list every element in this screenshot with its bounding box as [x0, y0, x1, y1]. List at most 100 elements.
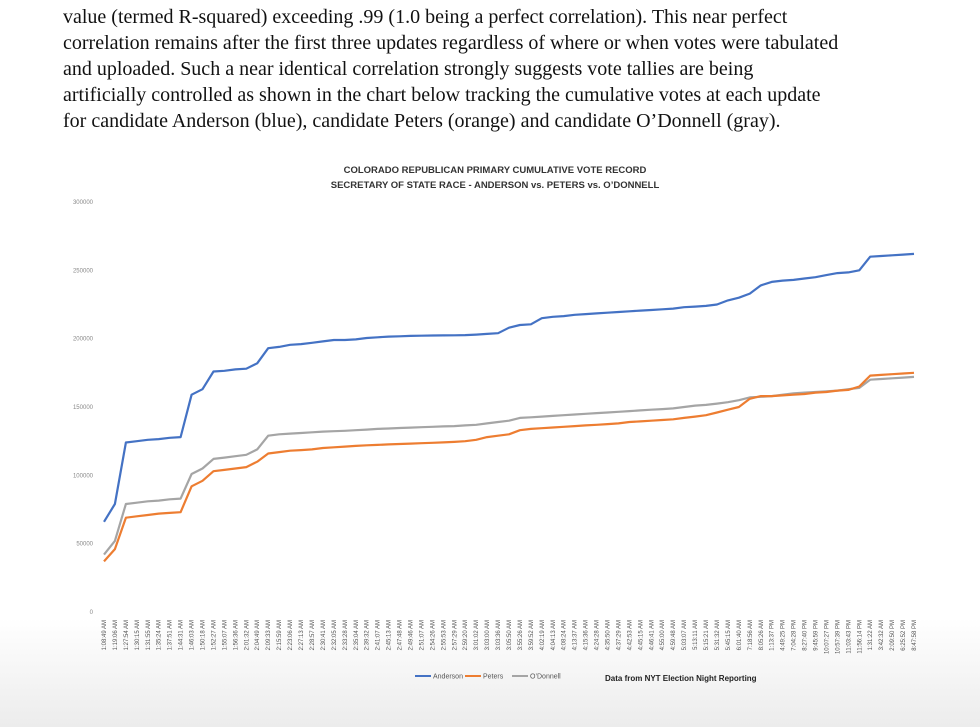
- x-tick-label: 4:13:37 AM: [573, 620, 579, 650]
- x-tick-label: 3:03:00 AM: [485, 620, 491, 650]
- x-tick-label: 1:19:06 AM: [113, 620, 119, 650]
- x-tick-label: 4:15:36 AM: [584, 620, 590, 650]
- x-tick-label: 2:41:07 AM: [376, 620, 382, 650]
- x-tick-label: 4:08:24 AM: [562, 620, 568, 650]
- x-tick-label: 4:42:53 AM: [627, 620, 633, 650]
- x-tick-label: 3:03:36 AM: [496, 620, 502, 650]
- x-tick-label: 2:51:07 AM: [419, 620, 425, 650]
- y-tick-label: 150000: [73, 405, 94, 411]
- x-tick-label: 2:32:05 AM: [332, 620, 338, 650]
- x-tick-label: 10:57:39 PM: [835, 620, 841, 654]
- x-tick-label: 4:02:19 AM: [540, 620, 546, 650]
- y-tick-label: 200000: [73, 337, 94, 343]
- y-tick-label: 300000: [73, 200, 94, 206]
- y-axis: 0 50000 100000 150000 200000 250000 300000: [73, 200, 94, 616]
- x-tick-label: 1:50:18 AM: [201, 620, 207, 650]
- x-tick-label: 3:01:02 AM: [474, 620, 480, 650]
- x-tick-label: 4:45:15 AM: [638, 620, 644, 650]
- x-tick-label: 1:46:03 AM: [190, 620, 196, 650]
- x-tick-label: 2:09:50 PM: [890, 620, 896, 651]
- x-tick-label: 3:59:52 AM: [529, 620, 535, 650]
- x-tick-label: 1:52:27 AM: [212, 620, 218, 650]
- x-tick-label: 1:08:49 AM: [102, 620, 108, 650]
- x-tick-label: 4:49:25 PM: [781, 620, 787, 651]
- x-tick-label: 7:18:56 AM: [748, 620, 754, 650]
- x-tick-label: 2:28:57 AM: [310, 620, 316, 650]
- x-tick-label: 2:59:20 AM: [463, 620, 469, 650]
- x-tick-label: 8:27:40 PM: [803, 620, 809, 651]
- x-tick-label: 1:30:15 AM: [135, 620, 141, 650]
- x-tick-label: 9:45:59 PM: [814, 620, 820, 651]
- x-tick-label: 2:54:26 AM: [430, 620, 436, 650]
- legend-label: O’Donnell: [530, 674, 561, 681]
- x-tick-label: 8:47:58 PM: [912, 620, 918, 651]
- y-tick-label: 250000: [73, 268, 94, 274]
- x-tick-label: 4:35:50 AM: [606, 620, 612, 650]
- x-tick-label: 1:27:54 AM: [124, 620, 130, 650]
- chart-subtitle: SECRETARY OF STATE RACE - ANDERSON vs. P…: [331, 180, 660, 191]
- x-tick-label: 1:55:07 AM: [222, 620, 228, 650]
- chart-title: COLORADO REPUBLICAN PRIMARY CUMULATIVE V…: [344, 165, 647, 176]
- x-tick-label: 4:04:13 AM: [551, 620, 557, 650]
- x-tick-label: 3:55:26 AM: [518, 620, 524, 650]
- paragraph-line: value (termed R-squared) exceeding .99 (…: [63, 6, 788, 28]
- x-tick-label: 2:04:49 AM: [255, 620, 261, 650]
- x-tick-label: 2:30:41 AM: [321, 620, 327, 650]
- x-tick-label: 11:56:14 PM: [857, 620, 863, 654]
- document-paragraph: value (termed R-squared) exceeding .99 (…: [63, 4, 963, 134]
- x-tick-label: 1:37:51 AM: [168, 620, 174, 650]
- x-tick-label: 2:49:46 AM: [409, 620, 415, 650]
- legend-label: Peters: [483, 674, 504, 681]
- x-tick-label: 5:03:07 AM: [682, 620, 688, 650]
- x-tick-label: 4:24:28 AM: [595, 620, 601, 650]
- x-axis: 1:08:49 AM 1:19:06 AM 1:27:54 AM 1:30:15 AM…: [102, 620, 918, 654]
- x-tick-label: 7:04:28 PM: [792, 620, 798, 651]
- x-tick-label: 1:56:36 AM: [233, 620, 239, 650]
- x-tick-label: 6:01:40 AM: [737, 620, 743, 650]
- x-tick-label: 11:03:43 PM: [846, 620, 852, 654]
- paragraph-line: correlation remains after the first thre…: [63, 32, 839, 54]
- x-tick-label: 1:44:31 AM: [179, 620, 185, 650]
- chart-legend: Anderson Peters O’Donnell: [415, 674, 561, 681]
- y-tick-label: 100000: [73, 473, 94, 479]
- series-lines: [103, 252, 915, 563]
- x-tick-label: 1:31:55 AM: [146, 620, 152, 650]
- x-tick-label: 4:46:41 AM: [649, 620, 655, 650]
- paragraph-line: artificially controlled as shown in the …: [63, 84, 821, 106]
- series-line-anderson: [103, 252, 915, 523]
- x-tick-label: 3:42:32 AM: [879, 620, 885, 650]
- paragraph-line: and uploaded. Such a near identical corr…: [63, 58, 754, 80]
- x-tick-label: 5:13:11 AM: [693, 620, 699, 650]
- x-tick-label: 5:15:21 AM: [704, 620, 710, 650]
- series-line-peters: [103, 371, 915, 563]
- x-tick-label: 5:31:32 AM: [715, 620, 721, 650]
- x-tick-label: 10:07:27 PM: [824, 620, 830, 654]
- x-tick-label: 2:15:59 AM: [277, 620, 283, 650]
- x-tick-label: 2:27:13 AM: [299, 620, 305, 650]
- x-tick-label: 4:59:48 AM: [671, 620, 677, 650]
- x-tick-label: 2:47:48 AM: [398, 620, 404, 650]
- x-tick-label: 3:05:50 AM: [507, 620, 513, 650]
- x-tick-label: 2:45:13 AM: [387, 620, 393, 650]
- x-tick-label: 8:05:26 AM: [759, 620, 765, 650]
- x-tick-label: 1:31:22 AM: [868, 620, 874, 650]
- x-tick-label: 2:35:04 AM: [354, 620, 360, 650]
- x-tick-label: 1:13:37 PM: [770, 620, 776, 651]
- x-tick-label: 2:33:28 AM: [343, 620, 349, 650]
- legend-label: Anderson: [433, 674, 463, 681]
- y-tick-label: 0: [90, 610, 94, 616]
- source-note: Data from NYT Election Night Reporting: [605, 674, 757, 683]
- x-tick-label: 2:57:29 AM: [452, 620, 458, 650]
- x-tick-label: 5:45:15 AM: [726, 620, 732, 650]
- x-tick-label: 2:23:06 AM: [288, 620, 294, 650]
- x-tick-label: 2:09:33 AM: [266, 620, 272, 650]
- paragraph-line: for candidate Anderson (blue), candidate…: [63, 110, 781, 132]
- x-tick-label: 4:55:00 AM: [660, 620, 666, 650]
- series-line-odonnell: [103, 375, 915, 556]
- x-tick-label: 6:25:52 PM: [901, 620, 907, 651]
- x-tick-label: 2:01:32 AM: [244, 620, 250, 650]
- x-tick-label: 1:35:24 AM: [157, 620, 163, 650]
- y-tick-label: 50000: [76, 542, 93, 548]
- x-tick-label: 2:39:32 AM: [365, 620, 371, 650]
